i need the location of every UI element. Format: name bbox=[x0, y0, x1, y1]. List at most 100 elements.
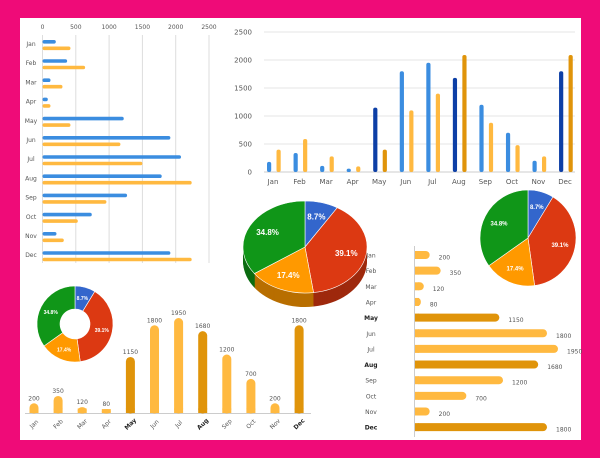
bar-series-1 bbox=[42, 232, 57, 236]
x-tick-label: 500 bbox=[70, 24, 82, 31]
bar-series-1 bbox=[399, 71, 404, 172]
category-label: Feb bbox=[293, 178, 306, 186]
bar-series-1 bbox=[320, 165, 325, 172]
category-label: Nov bbox=[25, 233, 37, 240]
category-label: Mar bbox=[76, 418, 89, 431]
bar-base bbox=[415, 329, 419, 338]
bar-series-1 bbox=[42, 155, 182, 159]
data-label: 700 bbox=[475, 395, 487, 402]
bar bbox=[174, 318, 184, 414]
bar bbox=[415, 423, 547, 432]
horizontal-grouped-bar-chart: 0 500 1000 1500 2000 2500 Jan Feb Mar Apr May Jun Ju… bbox=[25, 24, 217, 263]
category-label: Apr bbox=[26, 99, 37, 106]
bar-base bbox=[415, 282, 419, 291]
category-label: Jul bbox=[366, 346, 375, 353]
bar-base bbox=[294, 408, 304, 413]
category-label: May bbox=[123, 417, 138, 432]
data-label: 120 bbox=[433, 286, 445, 293]
bar-base bbox=[29, 408, 39, 413]
category-label: Sep bbox=[221, 418, 234, 431]
bar-series-1 bbox=[42, 174, 162, 178]
pie-slice-label: 39.1% bbox=[551, 243, 569, 249]
bar bbox=[415, 329, 547, 338]
pie-slice-label: 8.7% bbox=[307, 212, 325, 221]
bar-series-2 bbox=[42, 161, 143, 166]
bar-series-2 bbox=[42, 238, 64, 243]
bar-series-2 bbox=[329, 156, 334, 172]
bar bbox=[294, 325, 304, 414]
bar-series-1 bbox=[452, 77, 458, 172]
bar-series-2 bbox=[42, 219, 78, 223]
horizontal-labeled-bar-chart: Jan 200 Feb 350 Mar 120 Apr 80 May 1150 Jun 1800 Jul… bbox=[364, 246, 582, 437]
pie-slice bbox=[76, 291, 114, 362]
category-label: Nov bbox=[269, 417, 283, 431]
x-tick-label: 1000 bbox=[101, 24, 116, 31]
category-label: Aug bbox=[452, 178, 466, 186]
bar bbox=[415, 313, 500, 322]
bar-series-1 bbox=[42, 59, 68, 63]
bar-base bbox=[415, 344, 419, 353]
data-label: 1200 bbox=[512, 380, 527, 387]
bar-base bbox=[198, 408, 208, 413]
category-label: Apr bbox=[101, 418, 114, 431]
bar-series-1 bbox=[42, 193, 128, 198]
vertical-labeled-bar-chart: 200 Jan 350 Feb 120 Mar 80 Apr 1150 May 1800 Jun 195… bbox=[25, 310, 311, 432]
bar-series-1 bbox=[42, 212, 92, 217]
category-label: Dec bbox=[558, 178, 572, 186]
data-label: 200 bbox=[269, 395, 281, 402]
category-label: Feb bbox=[26, 60, 37, 67]
category-label: Jun bbox=[399, 178, 411, 186]
bar-base bbox=[415, 407, 419, 416]
bar-series-1 bbox=[42, 97, 48, 102]
x-tick-label: 2500 bbox=[201, 24, 216, 31]
bar-series-2 bbox=[515, 145, 520, 172]
category-label: Jan bbox=[25, 41, 35, 48]
category-label: Jan bbox=[28, 418, 40, 430]
category-label: Dec bbox=[293, 417, 307, 431]
bar-base bbox=[125, 408, 135, 413]
bar-series-1 bbox=[373, 107, 378, 172]
bar-series-2 bbox=[462, 54, 467, 172]
category-label: Dec bbox=[25, 252, 37, 259]
bar-base bbox=[415, 391, 419, 400]
bar-series-2 bbox=[42, 123, 71, 127]
pie-slice bbox=[479, 189, 529, 267]
bar-series-1 bbox=[559, 71, 564, 172]
bar-series-2 bbox=[303, 138, 308, 172]
bar-series-2 bbox=[568, 54, 573, 172]
data-label: 1800 bbox=[291, 317, 306, 324]
bar-series-2 bbox=[42, 46, 71, 51]
pie-slice-label: 34.8% bbox=[491, 221, 509, 227]
bar bbox=[415, 360, 539, 369]
bar-series-2 bbox=[435, 93, 440, 172]
y-tick-label: 1500 bbox=[234, 85, 252, 93]
vertical-grouped-bar-chart: 0 500 1000 1500 2000 2500 Jan Feb Mar Apr May Jun Ju… bbox=[234, 29, 575, 186]
bar-series-1 bbox=[346, 168, 351, 172]
pie-slice-label: 34.8% bbox=[44, 310, 59, 316]
bar-base bbox=[415, 313, 419, 322]
bar bbox=[150, 325, 159, 414]
pie-chart-3d: 8.7% 39.1% 17.4% 34.8% bbox=[242, 200, 368, 307]
bar bbox=[415, 391, 467, 400]
bar-series-2 bbox=[42, 142, 121, 147]
bar-series-2 bbox=[409, 110, 414, 172]
category-label: Aug bbox=[196, 417, 210, 431]
bar bbox=[198, 331, 208, 414]
bar-series-2 bbox=[542, 156, 547, 172]
data-label: 200 bbox=[439, 255, 451, 262]
bar-base bbox=[101, 409, 111, 413]
data-label: 1150 bbox=[123, 349, 138, 356]
bar-series-1 bbox=[42, 40, 56, 44]
category-label: Mar bbox=[365, 284, 377, 291]
bar bbox=[415, 376, 503, 385]
bar-series-1 bbox=[532, 160, 537, 172]
y-tick-label: 1000 bbox=[234, 113, 252, 121]
pie-slice-label: 8.7% bbox=[77, 296, 89, 302]
pie-slice bbox=[488, 237, 535, 287]
data-label: 1800 bbox=[556, 427, 571, 434]
bar-series-2 bbox=[42, 180, 192, 185]
bar-base bbox=[270, 408, 280, 413]
bar-series-1 bbox=[42, 78, 51, 82]
pie-slice-label: 17.4% bbox=[57, 348, 72, 354]
